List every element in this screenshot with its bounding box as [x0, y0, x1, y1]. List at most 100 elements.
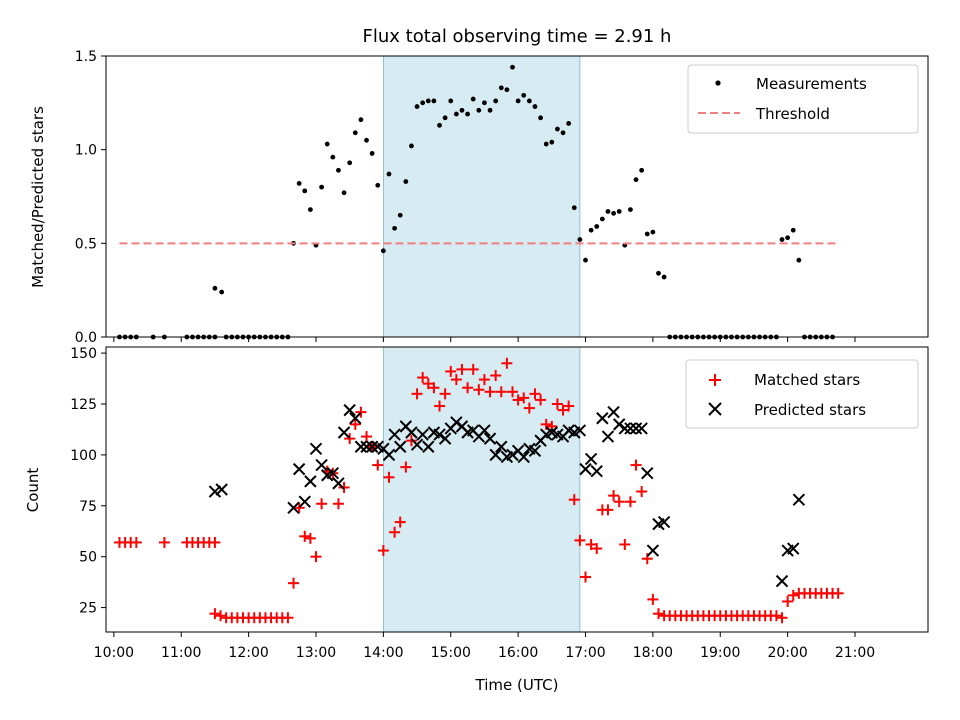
measurement-point — [616, 209, 622, 214]
predicted-star-d2 — [478, 424, 491, 437]
bottom-panel-frame — [105, 346, 929, 633]
predicted-star-d2 — [489, 448, 502, 462]
measurement-point — [779, 237, 785, 242]
predicted-star-d2 — [416, 428, 429, 441]
matched-star-point — [332, 498, 344, 510]
bottom-panel: 25 50 75 100 125 150 10:00 11:00 12:00 13:00 14:0… — [24, 346, 929, 694]
bottom-panel-y-axis-label: Count — [24, 468, 42, 513]
predicted-star-point — [292, 462, 306, 476]
predicted-star-d2 — [584, 452, 598, 466]
predicted-star-d2 — [528, 444, 542, 458]
predicted-star-d2 — [523, 442, 536, 455]
measurement-point — [605, 209, 611, 214]
predicted-star-d2 — [657, 515, 671, 529]
predicted-star-d2 — [388, 428, 401, 441]
predicted-star-point — [304, 475, 317, 488]
measurement-point — [504, 87, 510, 93]
predicted-star-point — [792, 493, 806, 506]
measurement-point — [577, 237, 583, 242]
matched-star-point — [293, 502, 305, 514]
measurement-point — [352, 130, 358, 136]
top-panel: 0.0 0.5 1.0 1.5 Matched/Predicted stars Mea… — [29, 49, 929, 346]
measurement-point — [459, 107, 465, 113]
predicted-star-point — [365, 440, 379, 453]
predicted-star-d2 — [517, 450, 530, 464]
measurement-point — [330, 154, 336, 160]
predicted-star-d2 — [422, 440, 435, 453]
measurement-point — [656, 270, 661, 276]
top-panel-y-axis-label: Matched/Predicted stars — [29, 106, 47, 288]
matched-star-point — [770, 610, 782, 622]
matched-star-point — [417, 372, 429, 384]
x-tick-label: 18:00 — [633, 645, 673, 661]
measurement-point — [369, 151, 375, 156]
predicted-star-point — [641, 467, 654, 480]
legend-measurements-label: Measurements — [756, 75, 867, 93]
measurement-point — [498, 85, 504, 91]
top-legend-frame — [687, 64, 919, 134]
matched-star-point — [613, 496, 625, 508]
y-tick-label: 25 — [79, 601, 97, 617]
matched-star-point — [484, 386, 496, 398]
matched-star-point — [389, 526, 401, 538]
bottom-panel-marks — [113, 347, 844, 632]
predicted-star-point — [478, 424, 491, 437]
measurement-point — [532, 104, 538, 109]
x-tick-label: 21:00 — [835, 645, 875, 661]
predicted-star-d2 — [579, 462, 592, 476]
matched-star-point — [434, 400, 446, 412]
predicted-star-point — [422, 440, 435, 453]
predicted-star-point — [315, 458, 328, 472]
y-tick-label: 1.5 — [75, 49, 97, 65]
predicted-star-point — [394, 440, 407, 453]
predicted-star-point — [410, 438, 424, 451]
y-tick-label: 0.0 — [75, 330, 97, 346]
measurement-point — [493, 98, 499, 104]
measurement-point — [560, 130, 566, 136]
predicted-star-point — [506, 448, 519, 462]
matched-star-point — [467, 363, 479, 375]
y-tick-label: 100 — [70, 448, 97, 464]
measurement-point — [386, 171, 392, 177]
matched-star-point — [776, 612, 788, 624]
matched-star-point — [501, 357, 513, 369]
y-tick-label: 1.0 — [75, 143, 97, 159]
predicted-star-d2 — [343, 403, 356, 417]
predicted-star-d2 — [596, 412, 609, 425]
matched-star-point — [832, 587, 844, 599]
matched-star-point — [456, 363, 468, 375]
measurement-point — [549, 139, 555, 145]
measurement-point — [465, 111, 470, 117]
predicted-star-point — [337, 426, 351, 439]
predicted-star-d2 — [450, 416, 463, 429]
matched-star-point — [310, 551, 322, 563]
matched-star-point — [624, 496, 636, 508]
matched-star-point — [439, 388, 451, 400]
measurement-point — [358, 117, 364, 123]
matched-star-point — [349, 418, 361, 430]
predicted-star-d2 — [466, 424, 480, 437]
predicted-star-d2 — [438, 432, 452, 445]
matched-star-point — [383, 471, 395, 483]
matched-star-point — [338, 481, 350, 493]
x-tick-label: 12:00 — [228, 645, 268, 661]
measurement-point — [307, 207, 313, 213]
y-tick-label: 75 — [79, 499, 97, 515]
predicted-star-point — [309, 442, 323, 455]
matched-star-point — [507, 386, 519, 398]
chart-title: Flux total observing time = 2.91 h — [363, 26, 672, 47]
predicted-star-d2 — [382, 448, 396, 462]
predicted-star-d2 — [641, 467, 654, 480]
measurement-point — [302, 188, 308, 194]
matched-star-point — [636, 486, 648, 498]
top-panel-y-axis: 0.0 0.5 1.0 1.5 — [75, 49, 106, 346]
measurement-point — [324, 141, 330, 147]
measurement-point — [482, 100, 487, 106]
measurement-point — [599, 216, 605, 222]
measurement-point — [448, 98, 454, 104]
matched-star-point — [490, 370, 502, 381]
predicted-star-point — [596, 412, 609, 425]
predicted-star-point — [618, 422, 632, 435]
top-panel-x-ticks — [113, 337, 856, 342]
measurement-point — [476, 107, 482, 113]
